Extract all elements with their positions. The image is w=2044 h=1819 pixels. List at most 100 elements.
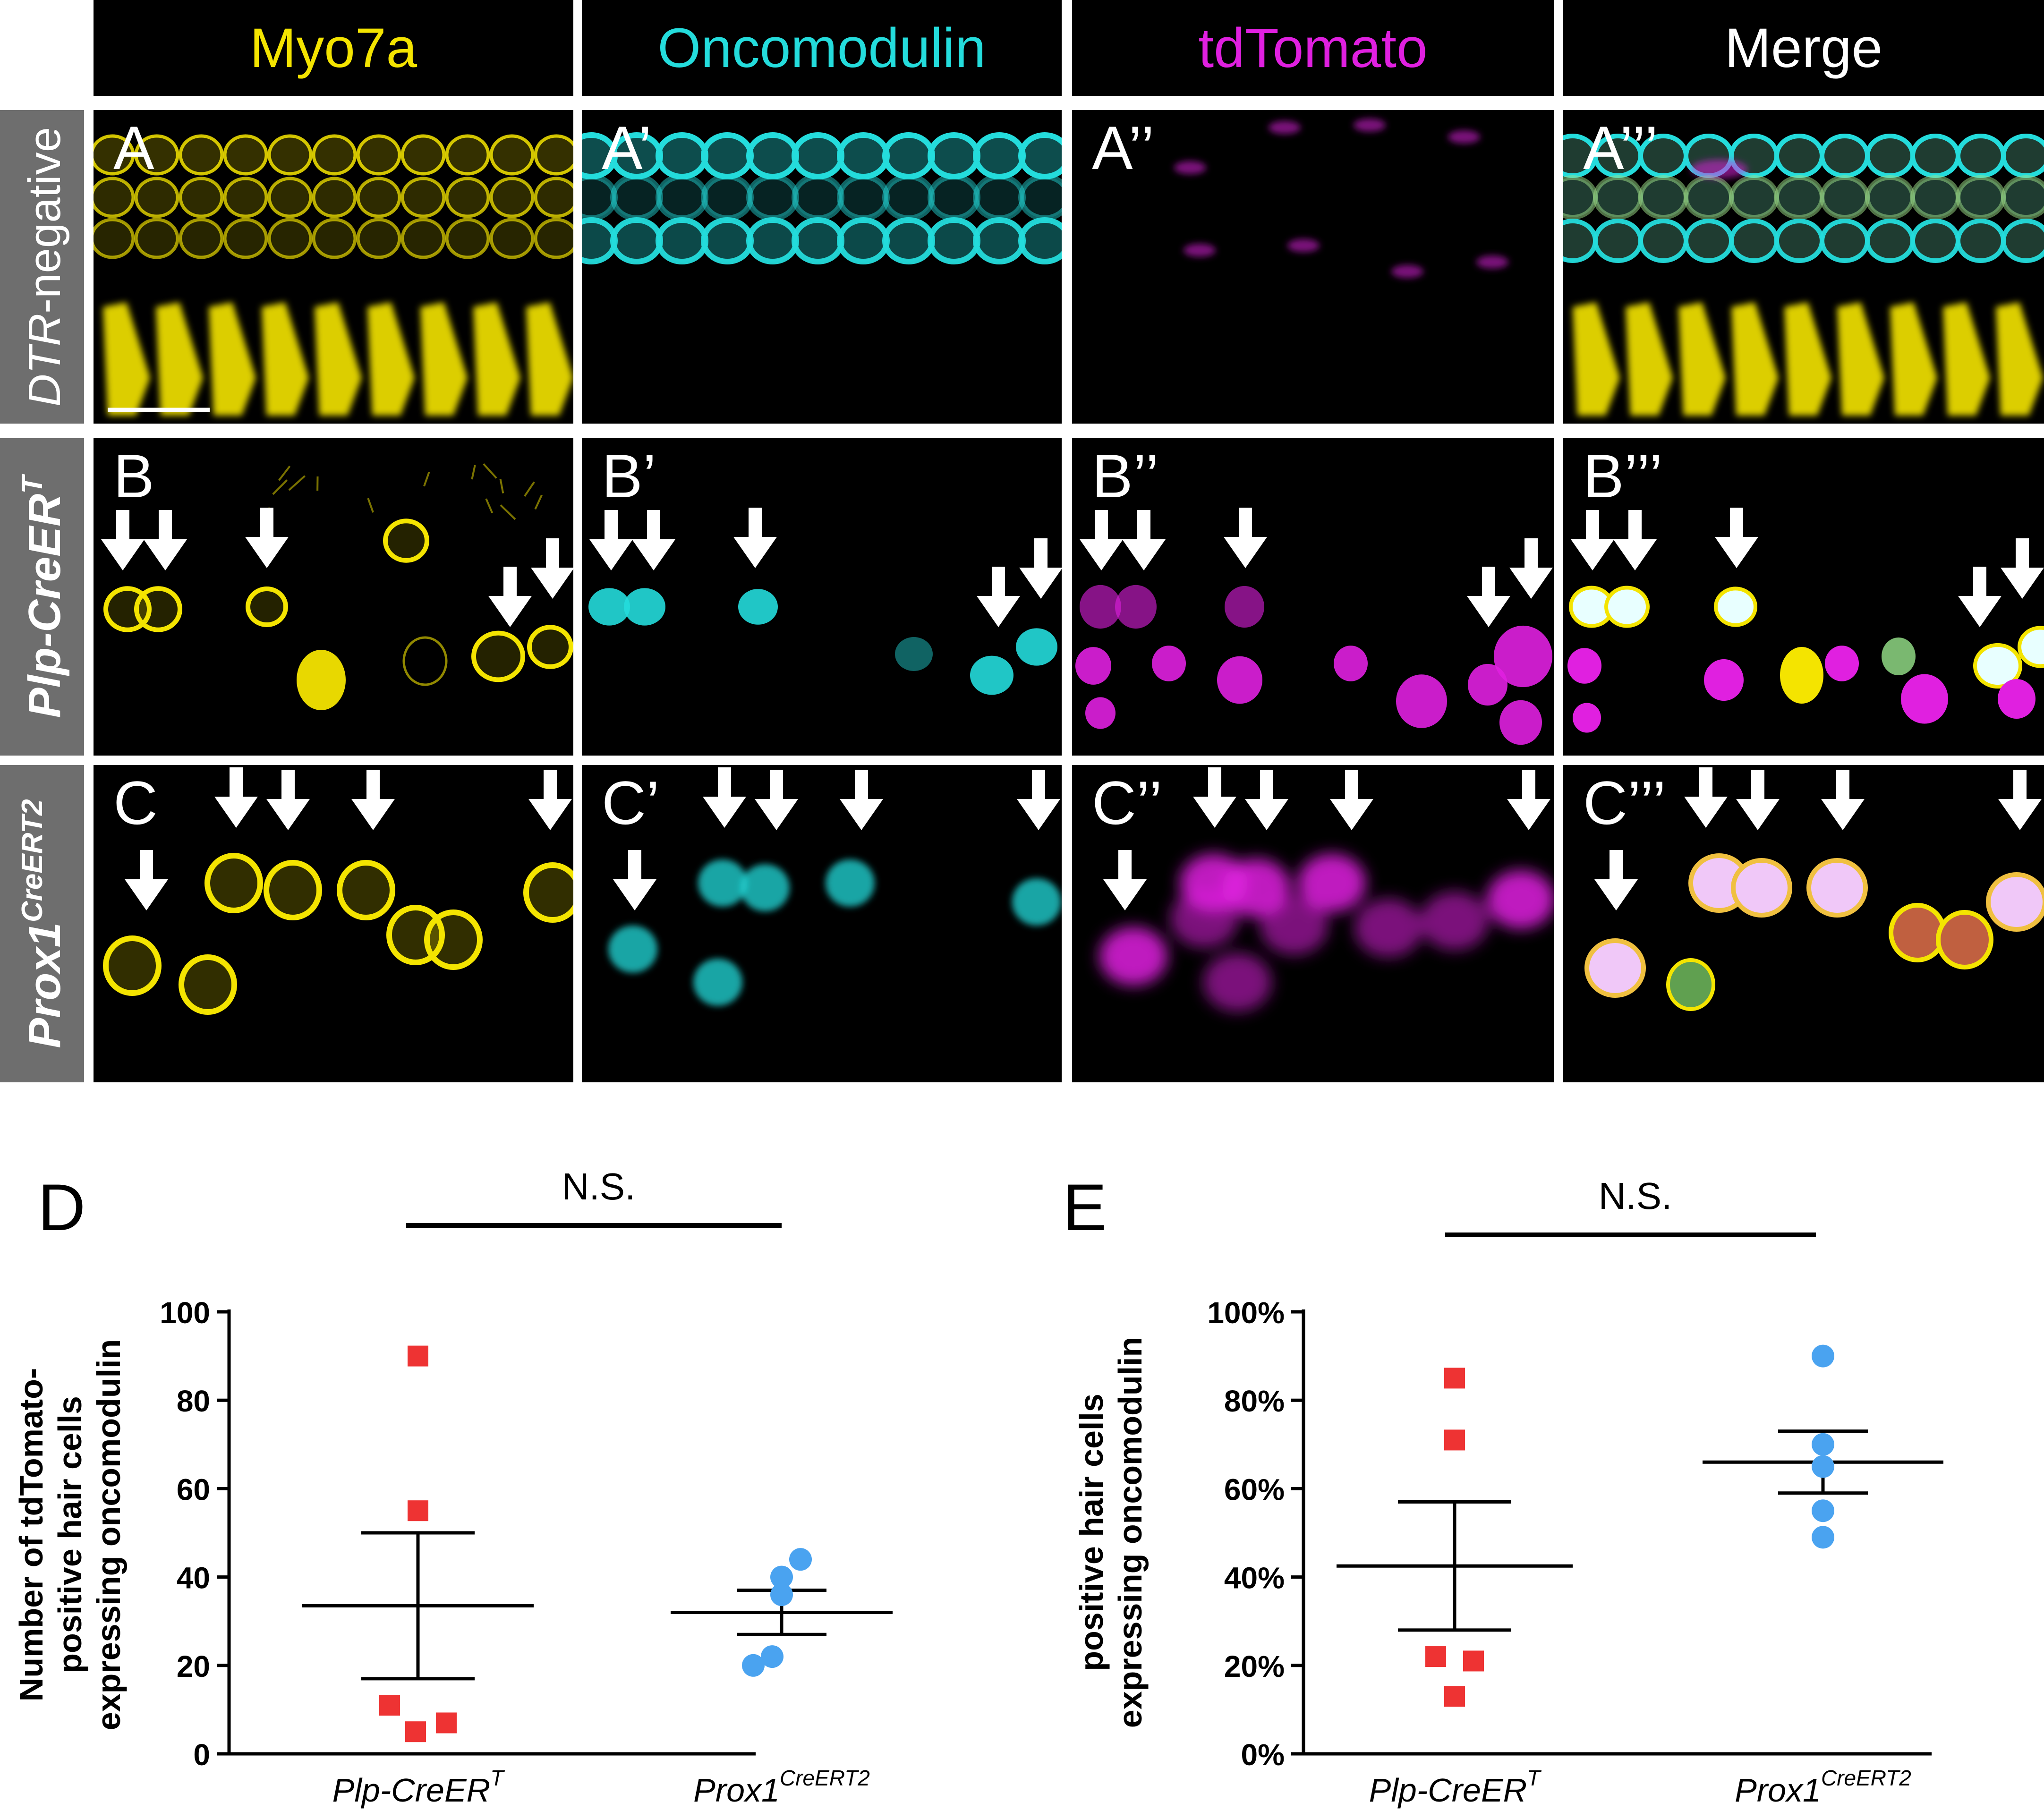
- y-tick-label: 0%: [1241, 1738, 1285, 1772]
- merge-green-cell: [1882, 638, 1916, 675]
- hair-cell: [264, 860, 322, 920]
- tdtomato-cell: [1099, 927, 1167, 986]
- onc-cell: [738, 589, 778, 625]
- cell: [400, 134, 446, 176]
- x-category-label-1: Plp-CreERT: [332, 1766, 505, 1809]
- cell: [534, 134, 573, 176]
- panel-letter-A4: A’’’: [1583, 113, 1658, 182]
- panel-letter-B3: B’’: [1092, 442, 1159, 510]
- tdtomato-cell: [1075, 647, 1111, 685]
- stereocilia: [499, 479, 504, 493]
- cell: [1774, 134, 1824, 178]
- stereocilia: [534, 494, 543, 510]
- cell: [882, 132, 935, 179]
- tdtomato-signal: [1287, 239, 1320, 252]
- cell: [2001, 219, 2044, 263]
- panel-content-1-3: B’’’: [1567, 442, 2044, 733]
- tdtomato-signal: [1391, 265, 1423, 278]
- cell: [837, 174, 890, 221]
- panel-content-1-0: B: [101, 442, 573, 710]
- data-point-circle: [1812, 1455, 1834, 1478]
- cell: [1820, 175, 1870, 220]
- inner-hair-cell: [315, 302, 362, 416]
- tdtomato-cell: [1080, 585, 1121, 629]
- tdtomato-cell: [1334, 646, 1368, 681]
- hair-cell: [527, 625, 573, 669]
- cell: [312, 218, 357, 259]
- cell: [1638, 175, 1688, 220]
- cell: [746, 132, 799, 179]
- panel-0-2: [1072, 110, 1554, 424]
- cell: [223, 134, 268, 176]
- inner-hair-cell: [1837, 302, 1884, 416]
- stereocilia: [485, 498, 494, 513]
- panel-content-1-2: B’’: [1075, 442, 1553, 745]
- cell: [356, 177, 401, 218]
- onc-cell: [970, 655, 1013, 695]
- cell: [94, 218, 135, 259]
- cell: [1865, 134, 1915, 178]
- inner-hair-cell: [1626, 302, 1673, 416]
- tdtomato-cell: [1115, 585, 1157, 629]
- panel-2-0: [94, 765, 573, 1082]
- y-tick-label: 20: [177, 1649, 210, 1683]
- onc-cells: [608, 859, 1061, 1006]
- onc-cell: [588, 588, 630, 626]
- cell: [1865, 175, 1915, 220]
- panel-letter-B1: B: [113, 442, 154, 510]
- cell: [312, 177, 357, 218]
- cell: [534, 218, 573, 259]
- y-tick-label: 80%: [1224, 1384, 1285, 1418]
- merge-yellow-cell: [1780, 647, 1823, 704]
- hair-cell: [337, 860, 395, 920]
- y-tick-label: 20%: [1224, 1649, 1285, 1683]
- inner-hair-cell: [1784, 302, 1831, 416]
- y-axis-label-line-3: expressing oncomodulin: [90, 1339, 127, 1730]
- tdtomato-signal: [1184, 244, 1216, 257]
- data-point-circle: [770, 1583, 793, 1606]
- stereocilia: [471, 465, 476, 480]
- panel-letter-C3: C’’: [1092, 768, 1162, 837]
- cell: [179, 218, 224, 259]
- data-point-circle: [1812, 1433, 1834, 1456]
- cell: [701, 132, 754, 179]
- merge-cells: [1584, 853, 2044, 1011]
- cell: [134, 134, 179, 176]
- tdtomato-signal: [1269, 121, 1301, 134]
- cell: [179, 177, 224, 218]
- onc-cell: [693, 959, 742, 1006]
- cell: [2001, 134, 2044, 178]
- onc-cell: [1012, 878, 1061, 926]
- cell: [746, 217, 799, 264]
- series-2: [1703, 1344, 1943, 1549]
- onc-cell: [1016, 628, 1057, 666]
- series-1: [302, 1345, 534, 1742]
- inner-hair-cell: [1731, 302, 1779, 416]
- cell: [1956, 175, 2006, 220]
- stereocilia: [423, 471, 430, 487]
- merge-magenta: [1691, 160, 1747, 178]
- cell: [1018, 217, 1062, 264]
- cell: [312, 134, 357, 176]
- data-point-circle: [742, 1654, 765, 1677]
- y-tick-label: 0: [193, 1738, 210, 1772]
- panel-content-1-1: B’: [588, 442, 1062, 695]
- row-label-box-3: [0, 765, 84, 1082]
- inner-hair-cell: [1678, 302, 1726, 416]
- chart-D: D N.S. 0 20 40 60 80 100 Number of tdTomato-posi…: [13, 1165, 893, 1809]
- x-category-label-1: Plp-CreERT: [1369, 1766, 1542, 1809]
- cell: [400, 177, 446, 218]
- stereocilia: [272, 479, 288, 495]
- inner-hair-cell: [209, 302, 256, 416]
- onc-cell: [608, 926, 657, 973]
- cell: [2001, 175, 2044, 220]
- column-header-1: [94, 0, 573, 96]
- row-label-3: Prox1CreERT2: [16, 799, 70, 1048]
- merge-cell: [1986, 872, 2044, 932]
- stereocilia: [524, 481, 535, 497]
- merge-magenta-cell: [1573, 703, 1601, 733]
- cell: [1593, 219, 1643, 263]
- cell: [928, 217, 980, 264]
- data-point-circle: [1812, 1344, 1834, 1368]
- hair-cell: [246, 586, 288, 627]
